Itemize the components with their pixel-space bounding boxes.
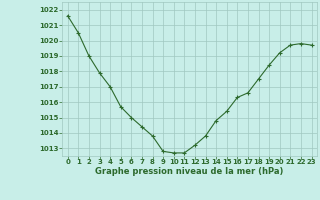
X-axis label: Graphe pression niveau de la mer (hPa): Graphe pression niveau de la mer (hPa) xyxy=(95,167,284,176)
